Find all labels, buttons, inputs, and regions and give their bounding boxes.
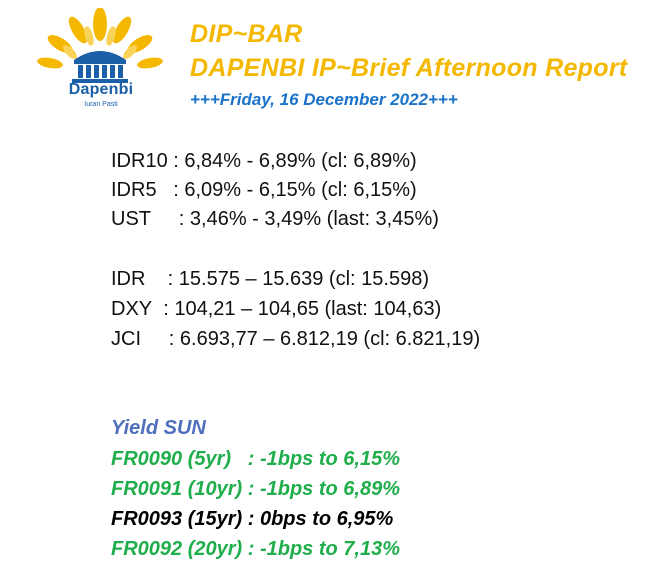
market-label: JCI (111, 328, 141, 350)
report-title: DIP~BAR (190, 20, 303, 48)
market-row-dxy: DXY : 104,21 – 104,65 (last: 104,63) (111, 294, 441, 324)
separator: : (145, 268, 179, 290)
yield-label: IDR10 (111, 150, 168, 172)
separator: : (156, 179, 185, 201)
report-date: +++Friday, 16 December 2022+++ (190, 90, 458, 109)
yield-row-idr10: IDR10 : 6,84% - 6,89% (cl: 6,89%) (111, 146, 417, 176)
separator: : (167, 150, 185, 172)
sun-item: FR0092 (20yr) : -1bps to 7,13% (111, 538, 400, 560)
yield-value: 6,09% - 6,15% (cl: 6,15%) (184, 179, 417, 201)
yield-row-idr5: IDR5 : 6,09% - 6,15% (cl: 6,15%) (111, 175, 417, 205)
market-row-jci: JCI : 6.693,77 – 6.812,19 (cl: 6.821,19) (111, 324, 480, 354)
market-value: 15.575 – 15.639 (cl: 15.598) (178, 268, 429, 290)
separator: : (151, 208, 190, 230)
market-row-idr: IDR : 15.575 – 15.639 (cl: 15.598) (111, 264, 429, 294)
sun-item: FR0093 (15yr) : 0bps to 6,95% (111, 508, 394, 530)
sun-item: FR0090 (5yr) : -1bps to 6,15% (111, 448, 400, 470)
logo-tagline: Iuran Pasti (84, 101, 118, 108)
yield-value: 3,46% - 3,49% (last: 3,45%) (189, 208, 439, 230)
market-label: DXY (111, 298, 153, 320)
separator: : (141, 328, 180, 350)
market-value: 104,21 – 104,65 (last: 104,63) (174, 298, 442, 320)
sun-item: FR0091 (10yr) : -1bps to 6,89% (111, 478, 400, 500)
market-label: IDR (111, 268, 146, 290)
sun-emblem-icon (37, 7, 163, 83)
yield-label: IDR5 (111, 179, 157, 201)
logo-brand-text: Dapenbi (68, 81, 134, 98)
yield-sun-heading: Yield SUN (111, 417, 206, 439)
separator: : (152, 298, 175, 320)
dapenbi-logo: Dapenbi Iuran Pasti (34, 7, 166, 128)
yield-label: UST (111, 208, 151, 230)
market-value: 6.693,77 – 6.812,19 (cl: 6.821,19) (179, 328, 481, 350)
yield-value: 6,84% - 6,89% (cl: 6,89%) (184, 150, 417, 172)
report-subtitle: DAPENBI IP~Brief Afternoon Report (190, 54, 628, 82)
yield-row-ust: UST : 3,46% - 3,49% (last: 3,45%) (111, 204, 439, 234)
